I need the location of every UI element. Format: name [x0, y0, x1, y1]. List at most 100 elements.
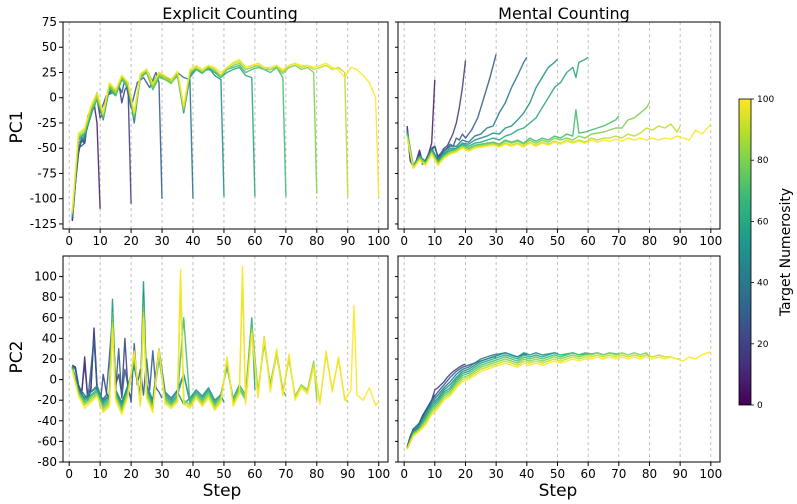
y-tick-label: 75	[42, 15, 57, 29]
series-line-target-80	[406, 352, 651, 449]
panel-mental-pc1: 0 10 20 30 40 50 60 70 80 90 100	[395, 21, 722, 248]
series-line-target-90	[71, 275, 349, 414]
series-line-target-100	[71, 265, 380, 416]
series-line-target-30	[406, 54, 497, 168]
series-line-target-30	[71, 317, 163, 403]
x-tick-label: 100	[367, 234, 390, 248]
xlabel-step-left: Step	[203, 481, 242, 501]
y-tick-label: -25	[37, 116, 57, 130]
x-tick-label: 10	[427, 234, 442, 248]
x-tick-label: 100	[699, 234, 722, 248]
x-tick-label: 60	[247, 467, 262, 481]
x-tick-label: 40	[185, 467, 200, 481]
x-tick-label: 60	[247, 234, 262, 248]
x-tick-label: 60	[580, 234, 595, 248]
x-tick-label: 20	[123, 467, 138, 481]
x-tick-label: 70	[611, 467, 626, 481]
series-line-target-80	[406, 102, 651, 169]
colorbar-tick-label: 20	[757, 340, 769, 350]
x-tick-label: 50	[550, 234, 565, 248]
x-tick-label: 0	[65, 234, 73, 248]
axes-frame	[62, 21, 389, 230]
y-tick-label: 50	[42, 40, 57, 54]
x-tick-label: 20	[123, 234, 138, 248]
series-line-target-50	[71, 66, 225, 217]
series-line-target-70	[406, 109, 620, 169]
y-tick-label: -20	[37, 393, 57, 407]
y-tick-label: 40	[42, 331, 57, 345]
panel-mental-pc2: 0 10 20 30 40 50 60 70 80 90 100	[395, 255, 722, 481]
x-tick-label: 30	[488, 234, 503, 248]
series-line-target-60	[406, 56, 589, 168]
colorbar-tick-label: 80	[757, 156, 769, 166]
x-tick-label: 0	[65, 467, 73, 481]
y-tick-label: 25	[42, 65, 57, 79]
series-line-target-60	[406, 352, 589, 449]
x-tick-label: 0	[400, 234, 408, 248]
x-tick-label: 30	[154, 467, 169, 481]
colorbar-gradient	[738, 98, 752, 406]
x-tick-label: 0	[400, 467, 408, 481]
y-tick-label: -100	[30, 192, 57, 206]
x-tick-label: 10	[93, 234, 108, 248]
x-tick-label: 90	[340, 234, 355, 248]
x-tick-label: 50	[216, 467, 231, 481]
x-tick-label: 90	[340, 467, 355, 481]
colorbar-tick-label: 60	[757, 217, 769, 227]
y-tick-label: 80	[42, 290, 57, 304]
title-explicit-counting: Explicit Counting	[162, 4, 297, 23]
x-tick-label: 30	[488, 467, 503, 481]
series-line-target-40	[71, 68, 194, 217]
y-tick-label: -80	[37, 455, 57, 469]
x-tick-label: 90	[672, 467, 687, 481]
series-line-target-100	[406, 123, 712, 170]
y-tick-label: -60	[37, 434, 57, 448]
series-line-target-100	[406, 351, 712, 450]
series-line-target-90	[71, 60, 349, 213]
colorbar-label: Target Numerosity	[778, 188, 794, 317]
y-tick-label: -75	[37, 166, 57, 180]
series-line-target-20	[71, 81, 132, 221]
series-line-target-50	[406, 352, 558, 448]
x-tick-label: 80	[642, 467, 657, 481]
panel-explicit-pc2: 0 10 20 30 40 50 60 70 80 90 100 -80 -60 -40 -20 0 20 40 6…	[34, 255, 390, 481]
x-tick-label: 20	[458, 467, 473, 481]
x-tick-label: 50	[216, 234, 231, 248]
x-tick-label: 70	[278, 234, 293, 248]
y-tick-label: 0	[49, 373, 57, 387]
x-tick-label: 10	[93, 467, 108, 481]
x-tick-label: 70	[611, 234, 626, 248]
colorbar-tick-label: 100	[757, 95, 774, 105]
x-tick-label: 100	[367, 467, 390, 481]
x-tick-label: 90	[672, 234, 687, 248]
colorbar-tick-label: 40	[757, 279, 769, 289]
x-tick-label: 40	[519, 234, 534, 248]
series-line-target-90	[406, 354, 681, 449]
y-tick-label: 100	[34, 270, 57, 284]
x-tick-label: 70	[278, 467, 293, 481]
colorbar: 0 20 40 60 80 100 Target Numerosity	[738, 95, 794, 411]
x-tick-label: 60	[580, 467, 595, 481]
x-tick-label: 100	[699, 467, 722, 481]
y-tick-label: -125	[30, 217, 57, 231]
x-tick-label: 80	[309, 467, 324, 481]
y-tick-label: 60	[42, 311, 57, 325]
y-tick-label: -50	[37, 141, 57, 155]
y-tick-label: 0	[49, 91, 57, 105]
panel-explicit-pc1: 0 10 20 30 40 50 60 70 80 90 100 -125 -100 -75 -50 -25 0…	[30, 15, 390, 248]
ylabel-pc2: PC2	[7, 341, 27, 374]
series-line-target-70	[406, 352, 619, 449]
title-mental-counting: Mental Counting	[498, 4, 630, 23]
series-line-target-100	[71, 58, 380, 211]
x-tick-label: 50	[550, 467, 565, 481]
series-line-target-40	[406, 352, 528, 448]
x-tick-label: 30	[154, 234, 169, 248]
colorbar-tick-label: 0	[757, 401, 763, 411]
y-tick-label: -40	[37, 414, 57, 428]
x-tick-label: 80	[642, 234, 657, 248]
series-line-target-90	[406, 123, 681, 170]
ylabel-pc1: PC1	[7, 111, 27, 144]
series-line-target-30	[71, 71, 163, 219]
x-tick-label: 40	[185, 234, 200, 248]
